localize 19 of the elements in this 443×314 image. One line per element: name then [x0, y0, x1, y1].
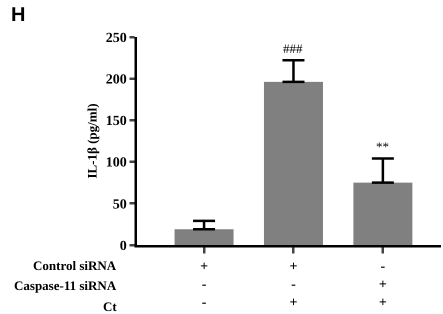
- text: Control siRNA: [33, 258, 117, 273]
- y-tick-label: 100: [106, 156, 127, 171]
- y-tick-label: 250: [106, 30, 127, 46]
- text: H: [11, 4, 26, 26]
- annotation: **: [376, 139, 389, 154]
- y-tick-label: 50: [112, 197, 127, 212]
- text: Ct: [103, 299, 118, 314]
- y-tick-label: 200: [106, 72, 127, 88]
- annotation: ###: [283, 41, 303, 56]
- x-tick-label: + - +: [289, 259, 298, 311]
- x-tick-label: - + +: [378, 259, 387, 311]
- bar: [353, 182, 412, 245]
- bar: [174, 229, 234, 245]
- y-axis-title: IL-1β (pg/ml): [84, 103, 100, 179]
- bar: [264, 82, 323, 245]
- text: Caspase-11 siRNA: [14, 278, 117, 293]
- x-tick-label: + - -: [200, 259, 208, 311]
- y-tick-label: 150: [106, 114, 127, 130]
- y-tick-label: 0: [120, 238, 127, 254]
